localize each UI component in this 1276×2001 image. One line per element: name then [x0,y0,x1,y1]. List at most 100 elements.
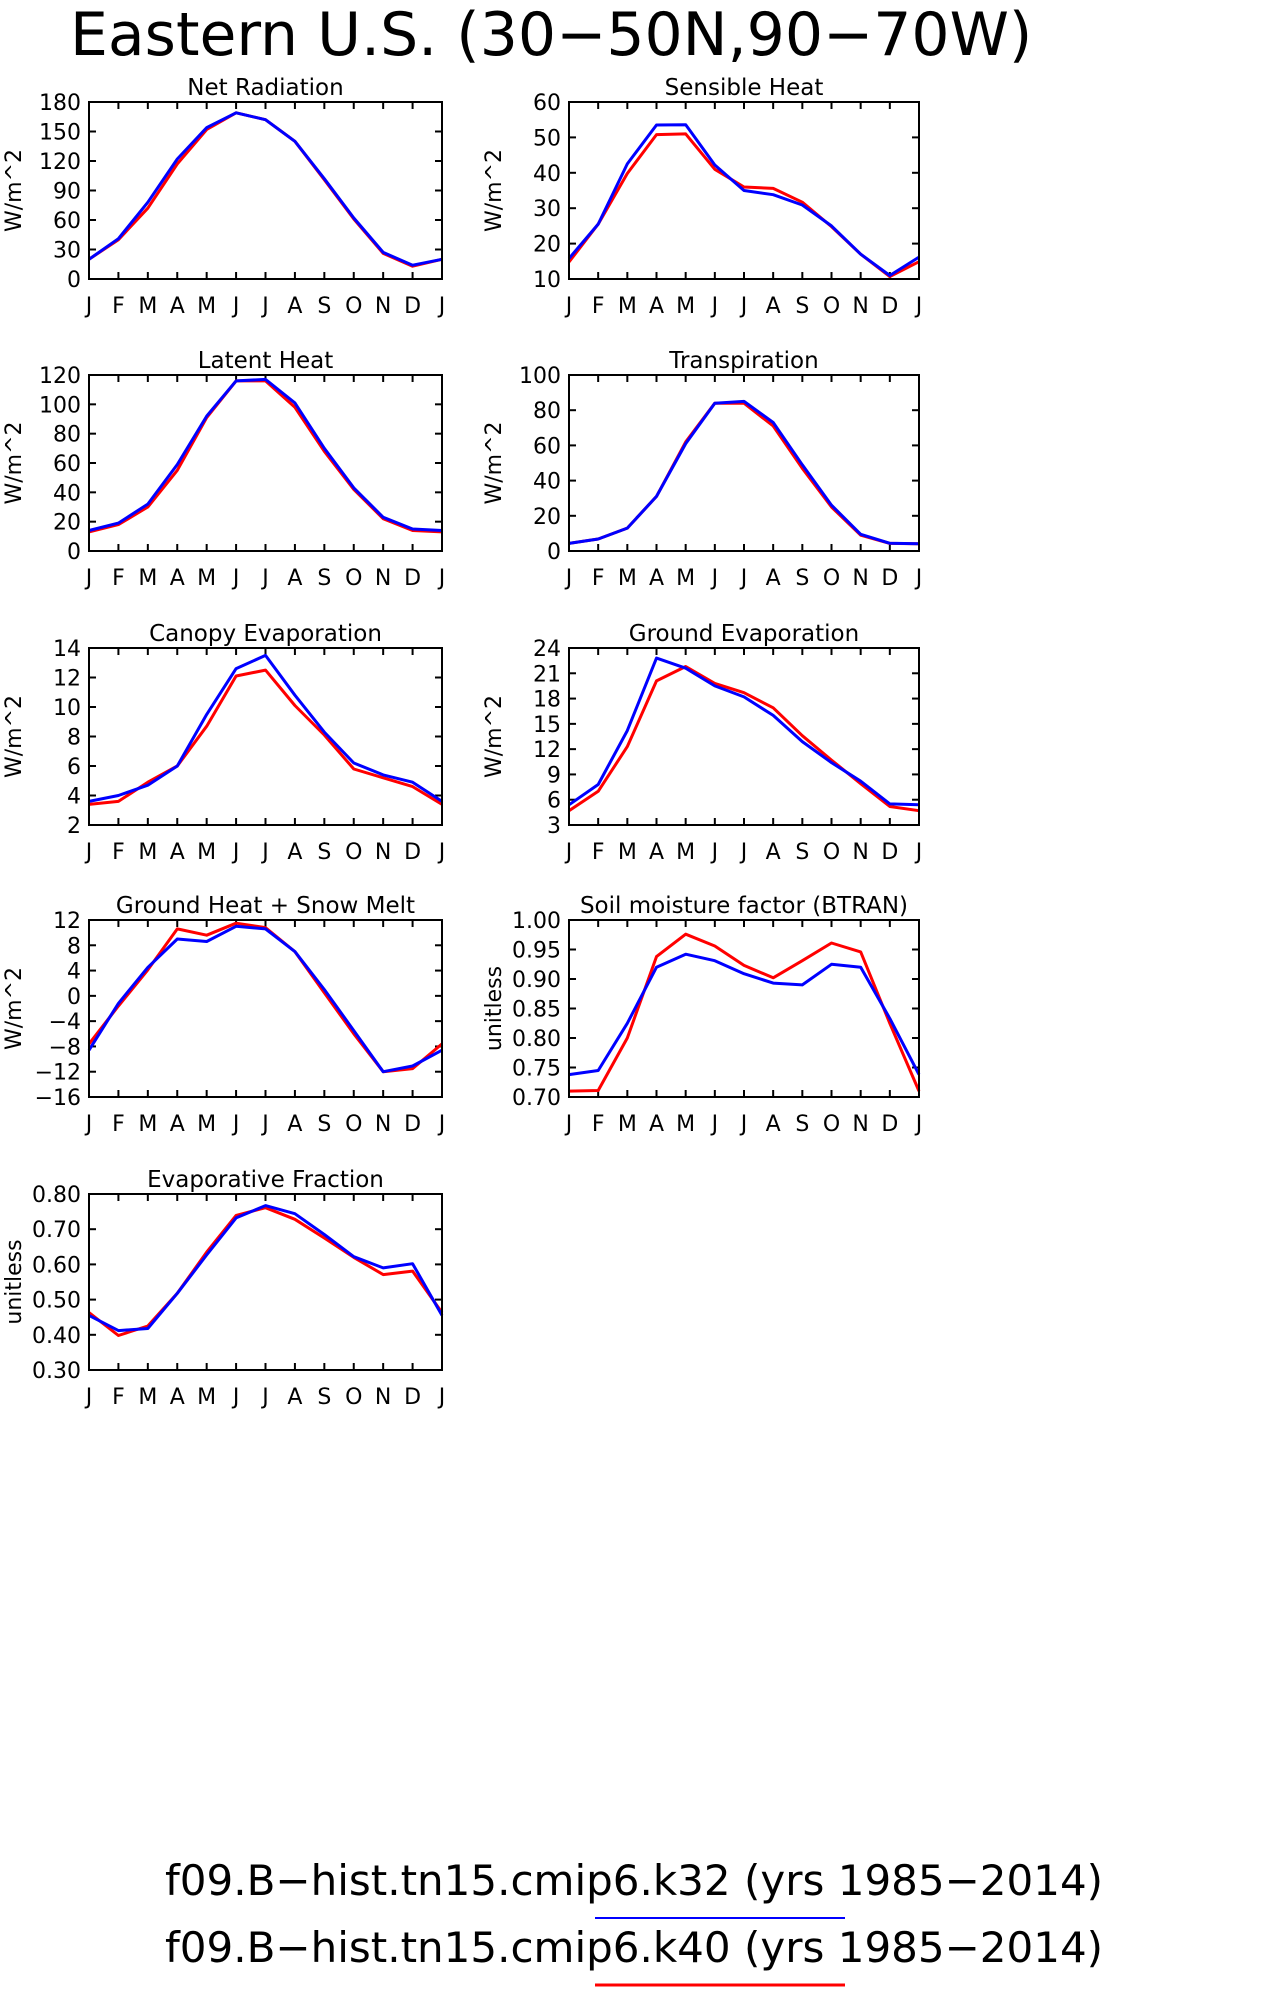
plot-frame [88,101,443,280]
series-line-case2 [568,665,920,813]
y-tick-label: 150 [39,121,81,146]
y-tick-label: 80 [53,423,81,448]
x-tick-label: A [287,566,302,591]
x-tick-label: S [317,1385,331,1410]
plot-frame [88,647,443,826]
x-tick-label: A [170,1385,185,1410]
y-tick-label: 0.90 [512,968,561,993]
chart-panel: Evaporative Fraction unitless 0.30 0.40 0.50… [2,1167,445,1410]
y-tick-label: 8 [67,726,81,751]
x-tick-label: S [795,1112,809,1137]
series-line-case2 [88,668,443,806]
plot-frame [88,1193,443,1371]
x-tick-label: D [404,840,421,865]
y-tick-label: 100 [519,364,561,389]
x-tick-label: J [437,1112,446,1137]
x-tick-label: M [676,294,695,319]
x-tick-label: A [649,294,664,319]
x-tick-label: M [197,840,216,865]
x-tick-label: J [231,294,240,319]
y-tick-label: 8 [67,934,81,959]
x-tick-label: J [84,840,93,865]
x-tick-label: J [739,1112,748,1137]
y-tick-label: 30 [533,197,561,222]
series-line-case2 [568,932,921,1093]
x-tick-label: M [197,1385,216,1410]
y-axis-label: W/m^2 [482,421,507,504]
x-tick-label: D [404,294,421,319]
x-tick-label: N [852,294,868,319]
x-tick-label: J [564,566,573,591]
chart-panel: Ground Heat + Snow Melt W/m^2 −16−12−8−404… [2,893,445,1137]
x-tick-label: A [170,1112,185,1137]
x-tick-label: D [404,1385,421,1410]
y-tick-label: 6 [67,755,81,780]
y-tick-label: 10 [533,268,561,293]
y-tick-label: 50 [533,126,561,151]
x-tick-label: J [739,566,748,591]
x-tick-label: J [231,1385,240,1410]
y-tick-label: 0 [67,985,81,1010]
y-tick-label: 24 [533,637,561,662]
x-tick-label: S [317,294,331,319]
x-tick-label: D [881,294,898,319]
y-tick-label: −16 [35,1086,81,1111]
series-line-case2 [567,132,920,278]
x-tick-label: J [260,294,269,319]
y-tick-label: 0.30 [32,1359,81,1384]
chart-title: Ground Evaporation [629,621,859,647]
y-tick-label: 120 [39,150,81,175]
plot-frame [88,919,443,1098]
x-tick-label: J [437,294,446,319]
x-tick-label: O [823,840,840,865]
y-tick-label: 40 [533,470,561,495]
x-tick-label: M [138,566,157,591]
y-tick-label: −12 [35,1061,81,1086]
y-tick-label: 10 [53,696,81,721]
x-tick-label: A [766,566,781,591]
y-tick-label: 120 [39,364,81,389]
x-tick-label: M [138,840,157,865]
x-tick-label: O [345,566,362,591]
y-tick-label: 90 [53,180,81,205]
x-tick-label: M [138,1385,157,1410]
series-line-case2 [88,1206,444,1337]
legend-entry-label: f09.B−hist.tn15.cmip6.k32 (yrs 1985−2014… [165,1856,1103,1905]
plot-frame [568,919,920,1098]
x-tick-label: J [739,840,748,865]
y-tick-label: 15 [533,713,561,738]
x-tick-label: J [231,1112,240,1137]
x-tick-label: N [852,1112,868,1137]
x-tick-label: A [766,294,781,319]
x-tick-label: J [231,840,240,865]
y-tick-label: 0 [67,268,81,293]
x-tick-label: F [592,1112,605,1137]
x-tick-label: O [823,566,840,591]
x-tick-label: A [649,566,664,591]
x-tick-label: F [112,566,125,591]
x-tick-label: J [914,294,923,319]
x-tick-label: M [197,1112,216,1137]
x-tick-label: N [375,1385,391,1410]
x-tick-label: J [260,566,269,591]
y-tick-label: 60 [53,209,81,234]
series-line-case1 [88,111,443,267]
series-line-case1 [88,653,443,803]
y-tick-label: 40 [533,162,561,187]
series-line-case1 [568,952,921,1077]
series-line-case1 [567,123,920,277]
chart-title: Soil moisture factor (BTRAN) [580,893,908,919]
x-tick-label: J [84,1112,93,1137]
x-tick-label: O [823,294,840,319]
y-tick-label: 0.95 [512,939,561,964]
x-tick-label: M [197,566,216,591]
y-tick-label: 0.70 [32,1218,81,1243]
x-tick-label: N [375,566,391,591]
x-tick-label: S [795,294,809,319]
y-tick-label: −4 [49,1010,81,1035]
y-tick-label: 3 [547,814,561,839]
x-tick-label: F [592,840,605,865]
x-tick-label: A [287,1112,302,1137]
